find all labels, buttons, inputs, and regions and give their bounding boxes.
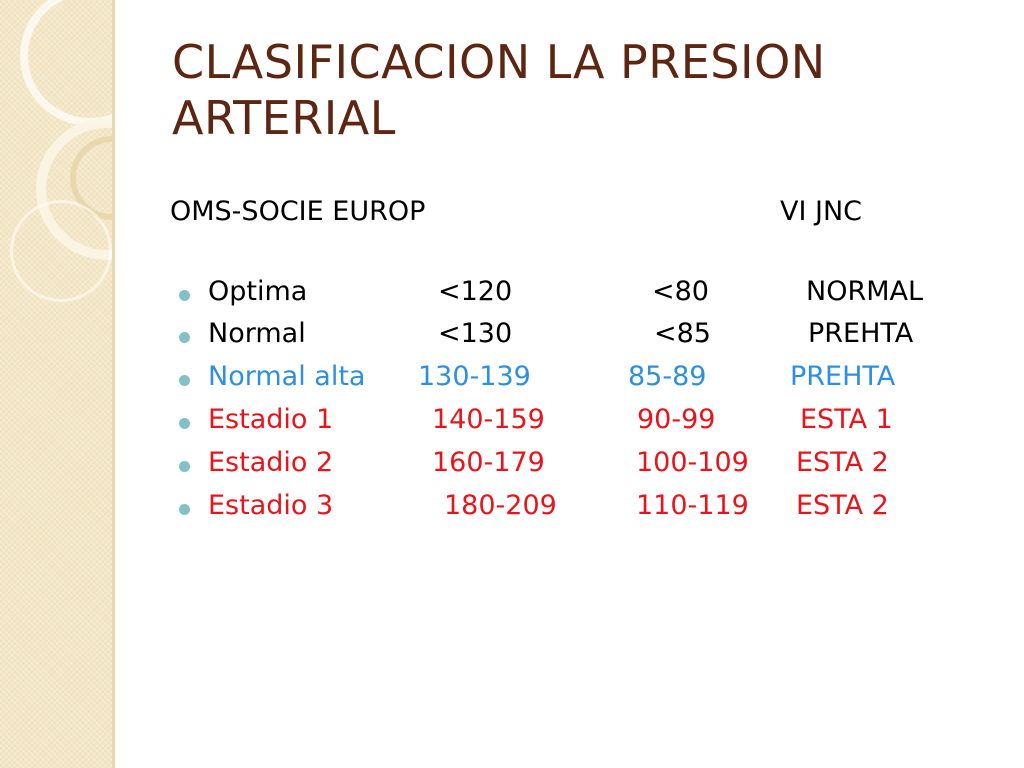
diastolic-value: 100-109: [636, 447, 749, 478]
bullet-icon: [179, 290, 190, 301]
decorative-sidebar: [0, 0, 112, 768]
diastolic-value: 90-99: [637, 404, 716, 435]
systolic-value: <120: [438, 276, 513, 307]
header-vi-jnc: VI JNC: [780, 196, 863, 227]
category-label: Estadio 2: [208, 447, 334, 478]
list-item: Normal alta 130-139 85-89 PREHTA: [0, 361, 1024, 401]
systolic-value: 160-179: [432, 447, 545, 478]
category-label: Estadio 3: [208, 490, 334, 521]
category-label: Normal: [208, 318, 306, 349]
diastolic-value: 110-119: [636, 490, 749, 521]
systolic-value: 130-139: [418, 361, 531, 392]
bullet-icon: [179, 461, 190, 472]
list-item: Normal <130 <85 PREHTA: [0, 318, 1024, 358]
jnc-class: NORMAL: [806, 276, 924, 307]
list-item: Estadio 3 180-209 110-119 ESTA 2: [0, 490, 1024, 530]
systolic-value: <130: [438, 318, 513, 349]
classification-header: OMS-SOCIE EUROP VI JNC: [0, 196, 1024, 232]
jnc-class: ESTA 2: [796, 490, 889, 521]
bullet-icon: [179, 504, 190, 515]
diastolic-value: <85: [654, 318, 711, 349]
decorative-ring: [10, 200, 112, 302]
jnc-class: ESTA 1: [800, 404, 893, 435]
category-label: Optima: [208, 276, 308, 307]
decorative-ring: [20, 0, 112, 126]
systolic-value: 180-209: [444, 490, 557, 521]
category-label: Estadio 1: [208, 404, 334, 435]
jnc-class: PREHTA: [790, 361, 896, 392]
list-item: Optima <120 <80 NORMAL: [0, 276, 1024, 316]
bullet-icon: [179, 375, 190, 386]
jnc-class: PREHTA: [808, 318, 914, 349]
systolic-value: 140-159: [432, 404, 545, 435]
diastolic-value: 85-89: [628, 361, 707, 392]
sidebar-divider: [112, 0, 115, 768]
slide-title-line-1: CLASIFICACION LA PRESION: [172, 35, 826, 89]
category-label: Normal alta: [208, 361, 366, 392]
bullet-icon: [179, 332, 190, 343]
slide-title-line-2: ARTERIAL: [172, 91, 396, 145]
bullet-icon: [179, 418, 190, 429]
slide-title: CLASIFICACION LA PRESION ARTERIAL: [172, 34, 972, 146]
header-oms-europe: OMS-SOCIE EUROP: [170, 196, 426, 227]
list-item: Estadio 2 160-179 100-109 ESTA 2: [0, 447, 1024, 487]
diastolic-value: <80: [652, 276, 709, 307]
list-item: Estadio 1 140-159 90-99 ESTA 1: [0, 404, 1024, 444]
jnc-class: ESTA 2: [796, 447, 889, 478]
